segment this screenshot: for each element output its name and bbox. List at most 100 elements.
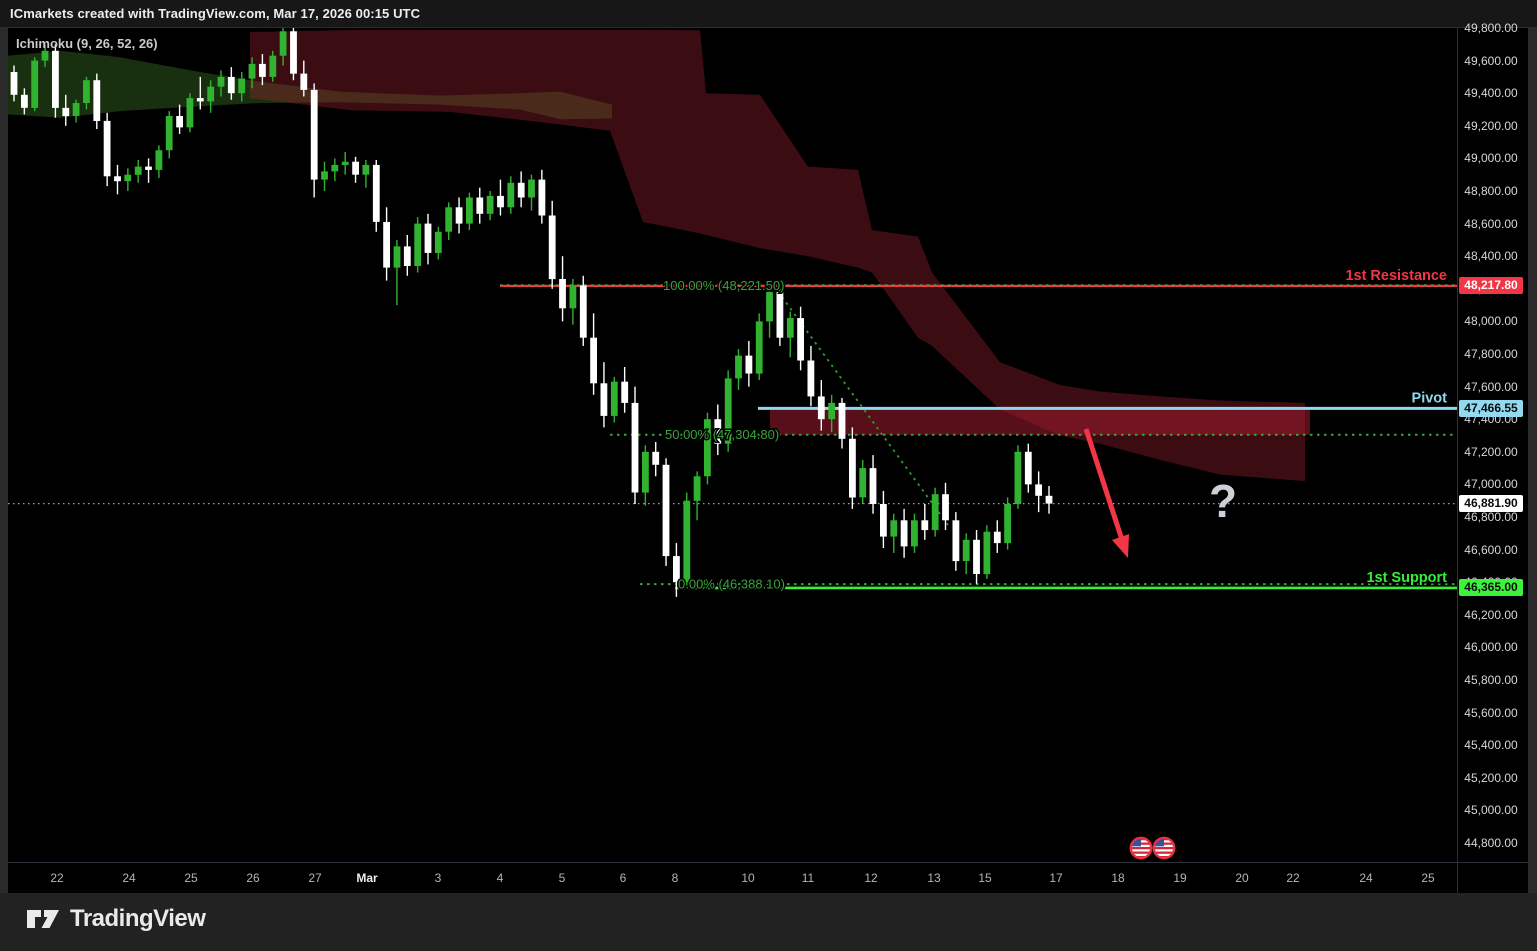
candle-body [942,494,949,521]
candle-body [103,120,111,177]
candle-body [786,318,794,338]
candle-body [497,195,504,208]
candle-body [124,174,132,182]
footer-bar: TradingView [0,893,1537,951]
time-tick-label: 8 [671,871,679,885]
time-tick-label: 19 [1173,871,1187,885]
candle-body [207,86,215,102]
candle-body [642,451,649,493]
candle-body [310,89,318,180]
resistance-label: 1st Resistance [1345,268,1447,284]
candle-body [31,60,39,108]
candle-body [569,285,577,309]
support-price-badge: 46,365.00 [1459,579,1523,597]
price-tick-label: 45,800.00 [1464,673,1518,687]
pivot-label: Pivot [1412,390,1448,406]
candle-body [331,164,339,172]
candle-body [931,494,939,531]
candle-body [673,556,680,583]
price-tick-label: 49,600.00 [1464,53,1518,68]
candle-body [621,381,629,403]
candle-body [227,76,235,94]
tradingview-logo[interactable]: TradingView [26,905,206,933]
candle-body [393,246,401,268]
down-arrow-annotation[interactable] [1083,428,1127,547]
candle-body [983,531,991,575]
chart-title: ICmarkets created with TradingView.com, … [10,6,421,21]
candle-body [1045,495,1053,504]
time-tick-label: Mar [356,871,378,885]
candle-body [455,207,463,224]
candle-body [341,161,349,165]
price-tick-label: 47,800.00 [1464,347,1518,361]
candle-body [41,50,49,61]
candle-body [704,419,711,477]
candle-body [383,222,390,268]
candle-body [869,468,877,504]
price-tick-label: 47,600.00 [1464,379,1518,394]
candle-body [1004,504,1011,544]
candle-body [476,197,484,214]
time-axis[interactable]: 22 24 25 26 27 Mar 3 4 5 6 8 10 11 12 13 15 17 18 19 20 22 24… [8,862,1457,893]
candle-body [248,63,256,79]
candle-body [849,438,856,498]
candle-body [1024,451,1032,485]
candle-body [1014,451,1022,504]
candlestick-chart[interactable]: ? 1st Resistance Pivot 1st Support 100.00% (… [8,28,1457,862]
candle-body [155,150,163,170]
price-tick-label: 49,800.00 [1464,21,1518,35]
us-flag-icon[interactable] [1129,836,1153,860]
candle-body [21,94,28,108]
price-tick-label: 48,600.00 [1464,216,1518,231]
time-tick-label: 15 [978,871,992,885]
candle-body [259,63,266,77]
candle-body [993,531,1001,544]
candle-body [372,164,380,222]
candle-body [114,176,121,182]
price-tick-label: 45,000.00 [1464,803,1518,818]
time-tick-label: 24 [122,871,136,885]
candle-body [890,520,898,537]
candle-body [517,182,525,198]
candle-body [83,80,90,103]
candle-body [52,50,59,108]
candle-body [466,197,473,224]
pivot-price-badge: 47,466.55 [1459,399,1523,417]
tradingview-brand-text: TradingView [70,905,206,932]
candle-body [548,215,556,280]
price-axis[interactable]: 44,800.00 45,000.00 45,200.00 45,400.00 45,6… [1457,21,1528,862]
chart-plot-area[interactable]: ? 1st Resistance Pivot 1st Support 100.00% (… [8,28,1457,862]
candle-body [631,402,639,493]
candle-body [900,520,908,547]
time-tick-label: 12 [864,871,878,885]
candle-body [590,337,597,384]
ichimoku-red-cloud [250,29,1305,482]
candle-body [424,223,432,253]
axis-corner [1457,862,1528,893]
price-tick-label: 46,200.00 [1464,607,1518,622]
price-tick-label: 49,200.00 [1464,118,1518,133]
price-tick-label: 48,400.00 [1464,249,1518,264]
time-tick-label: 25 [184,871,198,885]
candle-body [600,383,608,416]
time-tick-label: 20 [1235,871,1249,885]
candle-body [134,166,142,175]
support-label: 1st Support [1366,570,1447,586]
fib-label-50: 50.00% (47,304.80) [665,427,779,442]
candle-body [662,464,670,557]
candle-body [724,378,732,444]
candle-body [693,476,701,501]
time-tick-label: 25 [1421,871,1435,885]
candle-body [559,279,566,309]
tradingview-mark-icon [27,910,59,928]
candle-body [238,78,246,94]
indicator-legend[interactable]: Ichimoku (9, 26, 52, 26) [16,36,158,51]
trendline[interactable] [781,296,949,526]
candle-body [538,179,546,216]
time-tick-label: 4 [496,871,504,885]
price-tick-label: 45,400.00 [1464,738,1518,753]
price-tick-label: 45,600.00 [1464,705,1518,720]
candle-body [766,292,773,322]
us-flag-icon[interactable] [1152,836,1176,860]
